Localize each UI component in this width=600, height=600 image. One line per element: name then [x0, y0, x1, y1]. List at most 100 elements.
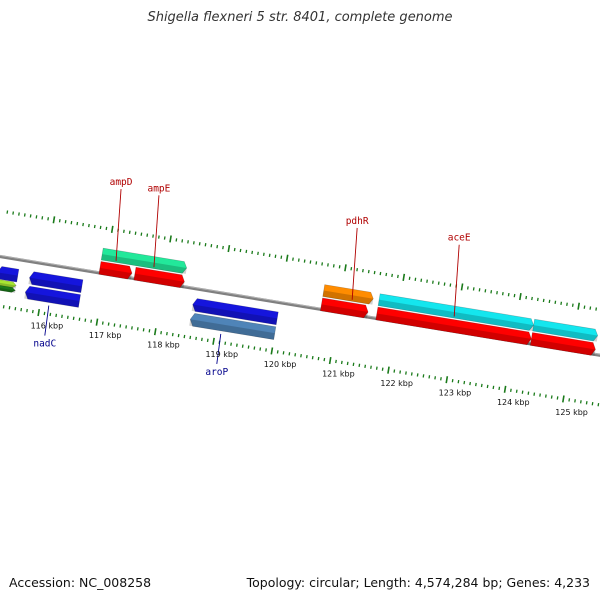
minor-tick	[152, 234, 154, 238]
minor-tick	[583, 305, 586, 309]
gene-label-aroP: aroP	[205, 367, 228, 378]
minor-tick	[414, 277, 417, 281]
axis-tick-label: 124 kbp	[497, 398, 530, 407]
minor-tick	[140, 232, 143, 236]
minor-tick	[49, 312, 52, 317]
minor-tick	[566, 302, 568, 306]
minor-tick	[472, 287, 475, 291]
feature-nadC	[24, 285, 81, 308]
minor-tick	[385, 272, 388, 277]
minor-tick	[198, 242, 201, 246]
minor-tick	[544, 394, 547, 398]
minor-tick	[317, 356, 320, 361]
minor-tick	[216, 244, 219, 249]
minor-tick	[113, 323, 116, 327]
major-tick	[153, 328, 157, 336]
minor-tick	[70, 220, 73, 225]
minor-tick	[560, 301, 563, 305]
minor-tick	[434, 376, 437, 380]
minor-tick	[189, 335, 192, 340]
minor-tick	[23, 213, 26, 217]
minor-tick	[171, 332, 174, 337]
feature-pdhR	[320, 297, 369, 319]
axis-tick-label: 116 kbp	[31, 321, 64, 330]
major-tick	[344, 264, 347, 272]
minor-tick	[259, 347, 262, 351]
minor-tick	[288, 352, 291, 356]
feature-aceF_gene	[532, 318, 599, 342]
axis-tick-label: 123 kbp	[439, 389, 472, 398]
minor-tick	[239, 248, 242, 253]
minor-tick	[539, 393, 541, 397]
minor-tick	[410, 372, 413, 376]
minor-tick	[432, 280, 434, 284]
feature-pdhR_gene	[322, 284, 374, 305]
feature-f4	[29, 271, 84, 293]
minor-tick	[262, 252, 265, 257]
feature-shade	[530, 338, 596, 356]
minor-tick	[399, 370, 402, 374]
axis-tick-label: 119 kbp	[205, 350, 238, 359]
minor-tick	[323, 357, 326, 362]
minor-tick	[297, 258, 300, 262]
minor-tick	[571, 303, 574, 307]
minor-tick	[76, 221, 79, 226]
minor-tick	[449, 283, 452, 287]
feature-tracks	[0, 247, 599, 356]
feature-shade	[532, 325, 598, 342]
minor-tick	[589, 306, 592, 310]
minor-tick	[463, 380, 466, 385]
minor-tick	[585, 401, 588, 405]
leader-line	[153, 195, 160, 268]
minor-tick	[408, 276, 411, 281]
minor-tick	[597, 403, 600, 407]
minor-tick	[556, 396, 559, 400]
minor-tick	[148, 329, 151, 333]
minor-tick	[195, 336, 197, 341]
minor-tick	[181, 239, 184, 243]
minor-tick	[107, 322, 110, 326]
minor-tick	[245, 249, 248, 254]
minor-tick	[478, 288, 481, 292]
minor-tick	[163, 236, 166, 240]
minor-tick	[451, 379, 454, 383]
minor-tick	[533, 392, 536, 396]
minor-tick	[210, 244, 213, 248]
minor-tick	[47, 217, 50, 221]
minor-tick	[157, 235, 160, 239]
minor-tick	[8, 306, 11, 310]
minor-tick	[303, 259, 306, 263]
minor-tick	[574, 399, 576, 403]
minor-tick	[222, 245, 224, 250]
gene-label-ampD: ampD	[110, 177, 133, 188]
minor-tick	[20, 307, 23, 312]
minor-tick	[352, 362, 355, 367]
minor-tick	[379, 271, 382, 276]
minor-tick	[274, 254, 277, 258]
minor-tick	[515, 389, 518, 393]
minor-tick	[335, 359, 337, 364]
feature-aceF	[529, 332, 596, 356]
minor-tick	[201, 337, 203, 342]
minor-tick	[43, 311, 46, 316]
minor-tick	[381, 367, 384, 371]
minor-tick	[501, 292, 504, 296]
feature-shade	[0, 282, 17, 289]
minor-tick	[268, 253, 271, 257]
feature-aceE	[375, 306, 532, 346]
major-tick	[460, 283, 464, 291]
minor-tick	[391, 273, 393, 278]
major-tick	[387, 366, 390, 374]
minor-tick	[251, 250, 254, 255]
minor-tick	[12, 211, 15, 215]
feature-f2	[0, 279, 17, 289]
minor-tick	[332, 264, 335, 268]
minor-tick	[373, 270, 376, 275]
feature-shade	[133, 273, 185, 289]
gene-label-pdhR: pdhR	[346, 216, 369, 227]
minor-tick	[192, 241, 195, 245]
minor-tick	[507, 292, 510, 297]
feature-aroP_cds	[192, 298, 279, 326]
minor-tick	[362, 268, 364, 273]
